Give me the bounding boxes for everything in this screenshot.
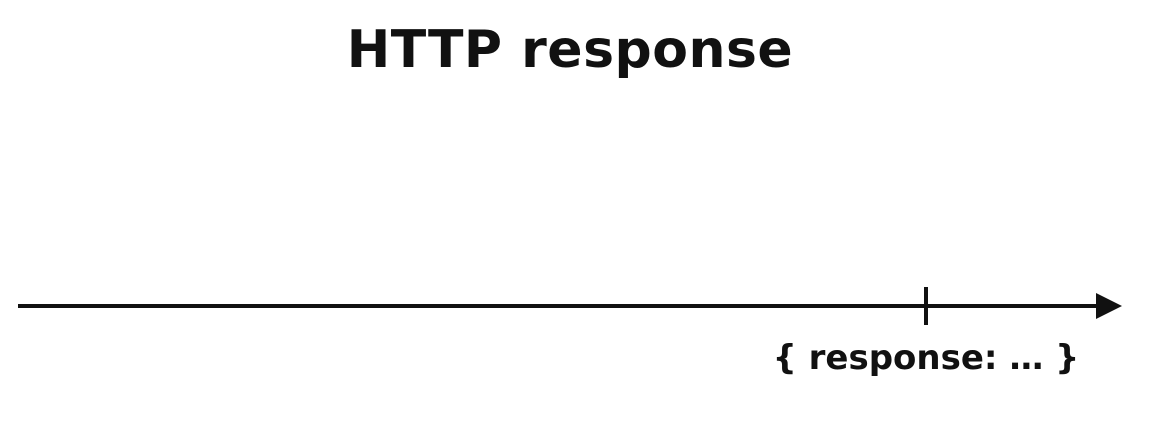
event-label-response: { response: … } (772, 338, 1080, 378)
timeline-arrowhead (1096, 293, 1122, 319)
diagram-title: HTTP response (346, 20, 794, 80)
